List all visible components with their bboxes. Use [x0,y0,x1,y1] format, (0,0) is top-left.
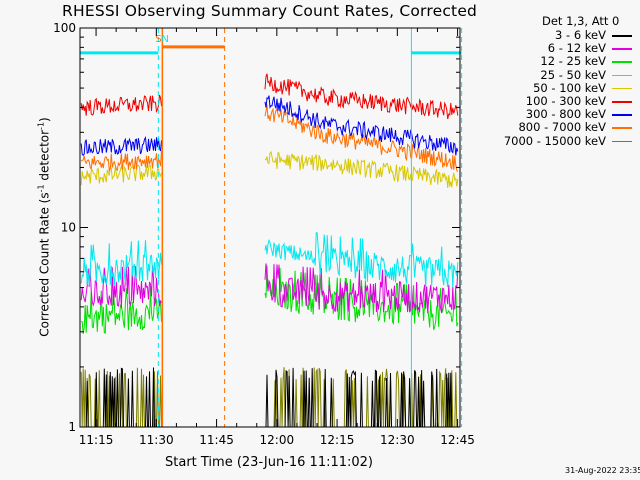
plot-area [80,28,460,427]
series-line-7-seg-2 [264,95,459,156]
x-tick-label-1: 11:15 [79,433,114,447]
legend-label-6: 100 - 300 keV [525,94,606,108]
legend-swatch-9 [612,140,632,143]
legend-item-4: 25 - 50 keV [476,68,636,82]
x-tick-label-7: 12:45 [440,433,475,447]
legend-label-7: 300 - 800 keV [525,107,606,122]
legend-label-9: 7000 - 15000 keV [503,133,606,148]
series-line-4-seg-1 [80,240,162,287]
legend-item-8: 800 - 7000 keV [476,120,636,134]
y-tick-label-2: 10 [61,221,76,235]
legend-title: Det 1,3, Att 0 [542,14,620,28]
y-tick-label-3: 100 [53,21,76,35]
legend-swatch-7 [612,114,632,116]
legend-swatch-6 [612,101,632,103]
series-line-4-seg-2 [264,232,459,288]
series-line-6-seg-1 [80,94,162,116]
legend-label-3: 12 - 25 keV [540,54,606,69]
legend-swatch-1 [612,35,632,37]
legend-item-7: 300 - 800 keV [476,107,636,121]
legend-swatch-4 [612,74,632,77]
y-axis-label-main: Corrected Count Rate (s [37,192,52,337]
x-tick-label-2: 11:30 [139,433,174,447]
x-tick-label-6: 12:30 [380,433,415,447]
x-tick-label-5: 12:15 [320,433,355,447]
legend-swatch-5 [612,87,632,90]
series-line-5-seg-2 [264,150,459,189]
y-axis-label-end: ) [37,117,52,122]
attenuator-flag-1: S [155,34,161,45]
series-line-6-seg-2 [264,73,459,120]
legend-label-1: 3 - 6 keV [555,28,606,42]
series-line-2-seg-1 [80,265,162,309]
x-tick-label-4: 12:00 [260,433,295,447]
chart-title: RHESSI Observing Summary Count Rates, Co… [62,2,478,20]
y-axis-label-sup2: -1 [36,121,46,130]
render-timestamp: 31-Aug-2022 23:35 [565,466,640,475]
legend-item-5: 50 - 100 keV [476,81,636,95]
legend-label-8: 800 - 7000 keV [518,120,606,135]
y-axis-label-mid: detector [37,129,52,185]
legend-label-2: 6 - 12 keV [547,41,606,56]
series-line-8-seg-1 [80,150,162,173]
x-axis-label: Start Time (23-Jun-16 11:11:02) [165,455,373,470]
legend-swatch-3 [612,61,632,63]
legend-item-3: 12 - 25 keV [476,54,636,68]
legend-item-6: 100 - 300 keV [476,94,636,108]
series-line-2-seg-2 [264,263,459,314]
legend-item-9: 7000 - 15000 keV [476,134,636,148]
series-line-5-seg-1 [80,164,162,186]
legend-item-2: 6 - 12 keV [476,41,636,55]
legend-label-5: 50 - 100 keV [533,80,606,95]
y-tick-label-1: 1 [68,420,76,434]
legend-swatch-2 [612,48,632,50]
y-axis-label: Corrected Count Rate (s-1 detector-1) [37,117,52,336]
legend-swatch-8 [612,127,632,129]
y-axis-label-sup1: -1 [36,184,46,193]
x-tick-label-3: 11:45 [199,433,234,447]
series-line-7-seg-1 [80,136,162,157]
legend-item-1: 3 - 6 keV [476,28,636,42]
attenuator-flag-2: N [161,34,168,45]
legend-label-4: 25 - 50 keV [540,67,606,82]
